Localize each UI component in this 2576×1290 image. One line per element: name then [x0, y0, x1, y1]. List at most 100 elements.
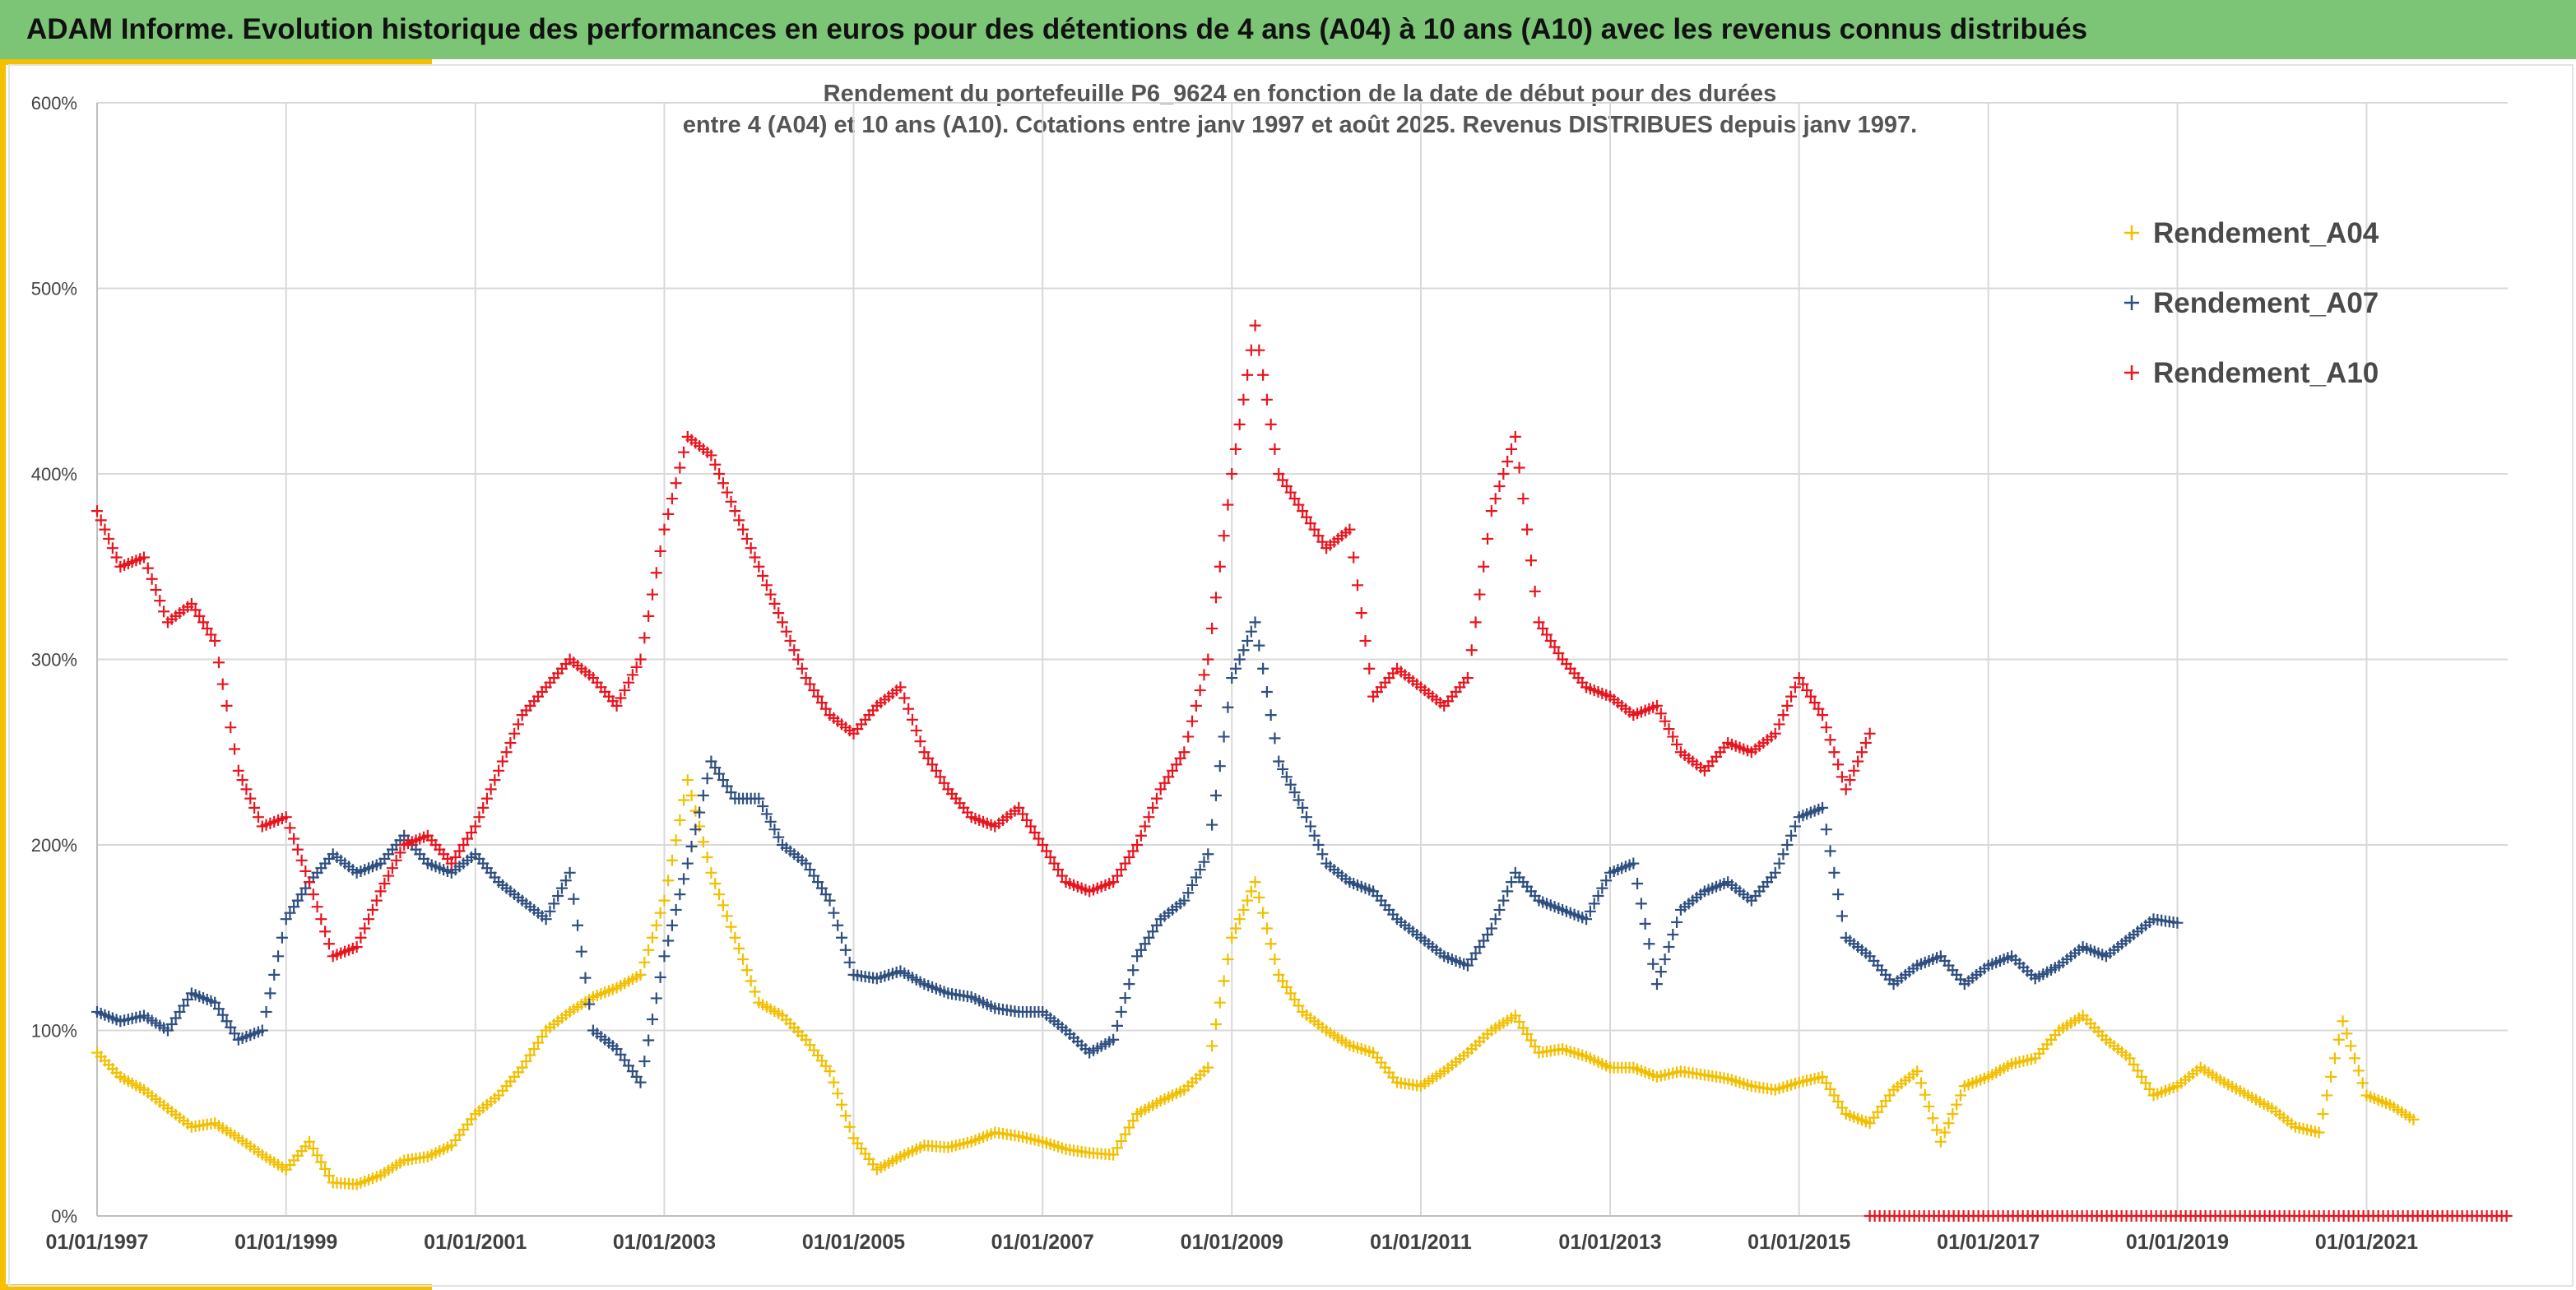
data-point: [828, 907, 840, 919]
data-point: [662, 935, 675, 947]
data-point: [1028, 826, 1041, 838]
data-point: [1635, 898, 1647, 910]
data-point: [1277, 763, 1289, 775]
data-point: [1773, 718, 1785, 731]
data-point: [457, 839, 470, 851]
data-point: [1927, 1112, 1939, 1125]
data-point: [1297, 505, 1309, 517]
data-point: [839, 1110, 852, 1122]
data-point: [1942, 1117, 1955, 1130]
data-point: [319, 1162, 332, 1175]
data-point: [705, 866, 717, 879]
data-point: [225, 1021, 237, 1033]
data-point: [1461, 672, 1474, 684]
data-point: [1506, 443, 1517, 455]
data-point: [465, 826, 477, 838]
data-point: [1206, 819, 1218, 831]
data-point: [1273, 755, 1285, 768]
data-point: [288, 833, 300, 845]
data-point: [1265, 938, 1277, 950]
data-point: [1024, 820, 1037, 833]
data-point: [1663, 941, 1675, 954]
data-point: [717, 774, 729, 787]
data-point: [634, 653, 647, 666]
data-point: [1233, 418, 1246, 430]
data-point: [485, 783, 497, 796]
data-point: [1848, 764, 1860, 777]
data-point: [1521, 523, 1534, 536]
data-point: [1214, 996, 1226, 1009]
data-point: [1269, 954, 1281, 966]
data-point: [1044, 851, 1056, 864]
data-point: [733, 942, 745, 954]
data-point: [1284, 987, 1297, 1000]
legend-marker: [2124, 295, 2139, 310]
data-point: [705, 449, 717, 462]
data-point: [1793, 672, 1805, 684]
data-point: [1147, 926, 1159, 938]
data-point: [1316, 536, 1329, 548]
data-point: [1273, 468, 1285, 480]
data-point: [1812, 703, 1825, 715]
data-point: [1194, 684, 1206, 697]
data-point: [1222, 499, 1234, 511]
accent-bar-left: [0, 59, 6, 1290]
data-point: [520, 1056, 532, 1068]
data-point: [350, 941, 363, 954]
data-point: [394, 847, 406, 859]
data-point: [1202, 1061, 1214, 1074]
data-point: [1785, 690, 1798, 703]
data-point: [1233, 913, 1246, 926]
data-point: [1525, 555, 1537, 567]
data-point: [1769, 866, 1781, 879]
data-point: [650, 567, 662, 579]
data-point: [1502, 455, 1514, 467]
x-tick-label: 01/01/2009: [1181, 1231, 1283, 1254]
data-point: [500, 746, 513, 759]
data-point: [225, 722, 237, 734]
data-point: [1478, 935, 1490, 947]
data-point: [193, 610, 206, 622]
data-point: [1013, 801, 1025, 814]
data-point: [304, 876, 316, 889]
data-point: [1489, 913, 1502, 926]
data-point: [1178, 894, 1191, 907]
data-point: [189, 604, 202, 616]
data-point: [220, 1015, 233, 1028]
data-point: [1237, 393, 1250, 406]
data-point: [1828, 746, 1840, 759]
accent-bar-bottom: [0, 1284, 432, 1290]
data-point: [623, 676, 635, 689]
data-point: [1154, 783, 1167, 796]
data-point: [95, 514, 107, 527]
data-point: [1817, 1070, 1829, 1083]
data-point: [694, 806, 706, 819]
data-point: [1627, 857, 1640, 870]
legend-item: Rendement_A07: [2124, 287, 2379, 319]
data-point: [1824, 734, 1836, 746]
data-point: [1269, 443, 1281, 455]
axis-tick-labels: 0% 100% 200% 300% 400% 500% 600% 01/01/1997 01/0…: [31, 93, 2418, 1254]
data-point: [1844, 774, 1856, 787]
data-point: [564, 866, 576, 879]
data-point: [725, 787, 737, 799]
data-point: [1308, 829, 1320, 842]
data-point: [315, 913, 327, 926]
y-tick-label: 500%: [31, 279, 77, 299]
data-point: [643, 1034, 655, 1046]
data-point: [638, 1056, 651, 1068]
data-point: [654, 545, 666, 557]
data-point: [295, 889, 308, 901]
data-point: [1663, 723, 1675, 735]
data-point: [638, 956, 651, 968]
data-point: [1525, 1034, 1537, 1046]
data-point: [1474, 941, 1486, 954]
data-point: [1297, 801, 1309, 814]
data-point: [579, 972, 592, 984]
data-point: [1127, 1115, 1139, 1127]
data-point: [248, 801, 261, 814]
data-point: [1249, 319, 1261, 332]
data-point: [764, 815, 777, 828]
x-tick-label: 01/01/2007: [991, 1231, 1094, 1254]
data-point: [1150, 792, 1163, 805]
